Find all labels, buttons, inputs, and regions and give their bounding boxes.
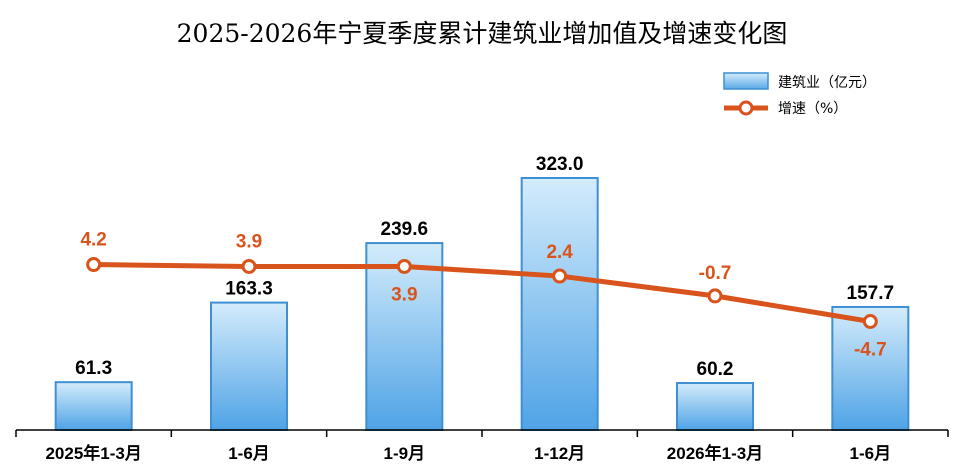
x-tick-label: 2025年1-3月 [45,443,141,463]
x-axis: 2025年1-3月 1-6月 1-9月 1-12月 2026年1-3月 1-6月 [15,429,949,463]
bar [210,301,288,432]
rate-value-label: 2.4 [546,242,573,263]
rate-line [93,262,871,324]
bar-value-label: 60.2 [697,359,734,380]
bar-value-label: 61.3 [75,358,112,379]
bar [54,381,133,432]
bar-value-label: 239.6 [381,219,429,240]
legend-line-marker [738,100,754,116]
rate-point [862,314,878,329]
line-series: 4.2 3.9 3.9 2.4 -0.7 -4.7 [80,230,886,361]
bar-series: 61.3 163.3 239.6 323.0 60.2 157.7 [54,154,910,432]
x-tick-label: 1-12月 [534,444,585,463]
x-tick-label: 1-6月 [228,444,270,463]
chart-title: 2025-2026年宁夏季度累计建筑业增加值及增速变化图 [177,19,788,48]
rate-point [707,288,723,304]
legend-line-label: 增速（%） [778,101,847,117]
x-tick-label: 2026年1-3月 [667,443,763,463]
bar [520,177,599,431]
rate-point [241,258,257,274]
bar [676,382,754,431]
rate-point [86,257,102,273]
rate-value-label: -4.7 [854,340,887,361]
x-tick-label: 1-6月 [850,444,892,463]
bar-value-label: 323.0 [536,154,584,175]
rate-value-label: -0.7 [699,263,732,284]
x-tick-label: 1-9月 [384,444,426,463]
rate-point [552,268,568,284]
legend: 建筑业（亿元） 增速（%） [723,72,876,117]
bar-value-label: 157.7 [847,283,895,304]
legend-bar-swatch [723,72,769,90]
rate-value-label: 4.2 [80,230,106,251]
bar-value-label: 163.3 [225,279,273,300]
rate-value-label: 3.9 [391,284,417,305]
rate-value-label: 3.9 [236,231,262,252]
rate-point [396,258,412,274]
legend-bar-label: 建筑业（亿元） [778,75,876,91]
